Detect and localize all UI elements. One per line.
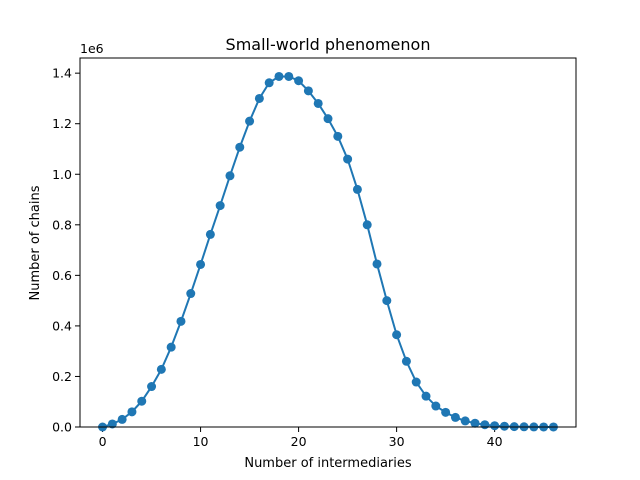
data-point [352,184,362,194]
data-point [480,420,490,430]
data-point [127,407,137,417]
data-point [441,407,451,417]
data-point [147,382,157,392]
data-point [117,414,127,424]
data-point [499,421,509,431]
data-point [245,116,255,126]
y-tick-label: 0.6 [52,268,72,283]
plot-series [98,71,558,432]
data-point [313,98,323,108]
data-point [107,419,117,429]
data-point [196,259,206,269]
data-point [460,416,470,426]
data-point [186,289,196,299]
data-point [235,142,245,152]
y-tick-label: 0.0 [52,420,72,435]
y-axis-offset-label: 1e6 [80,41,104,56]
y-tick-label: 1.2 [52,116,72,131]
x-tick-label: 0 [99,434,107,449]
y-axis-ticks: 0.0 0.2 0.4 0.6 0.8 1.0 1.2 1.4 [52,66,80,435]
data-point [470,418,480,428]
data-point [392,330,402,340]
y-tick-label: 0.4 [52,318,72,333]
data-point [166,342,176,352]
data-point [372,259,382,269]
data-point [294,76,304,86]
y-axis-label: Number of chains [28,185,43,300]
data-point [323,114,333,124]
chart-title: Small-world phenomenon [226,35,431,54]
y-tick-label: 0.2 [52,369,72,384]
data-point [254,93,264,103]
x-tick-label: 30 [389,434,405,449]
data-point [362,220,372,230]
y-tick-label: 0.8 [52,217,72,232]
y-tick-label: 1.4 [52,66,72,81]
x-tick-label: 40 [487,434,503,449]
data-point [156,364,166,374]
data-point [450,412,460,422]
data-point [176,316,186,326]
data-point [205,229,215,239]
data-point [303,86,313,96]
data-point [343,154,353,164]
x-axis-ticks: 0 10 20 30 40 [99,427,503,449]
data-point [421,391,431,401]
data-point [333,131,343,141]
data-point [215,201,225,211]
data-point [225,171,235,181]
data-point [401,356,411,366]
data-point [274,71,284,81]
x-axis-label: Number of intermediaries [244,456,412,471]
data-point [411,377,421,387]
y-tick-label: 1.0 [52,167,72,182]
data-point [431,401,441,411]
x-tick-label: 20 [291,434,307,449]
data-point [382,296,392,306]
data-point [284,71,294,81]
data-point [137,396,147,406]
data-point [490,421,500,431]
data-point [264,78,274,88]
x-tick-label: 10 [193,434,209,449]
axes-frame [79,57,577,428]
